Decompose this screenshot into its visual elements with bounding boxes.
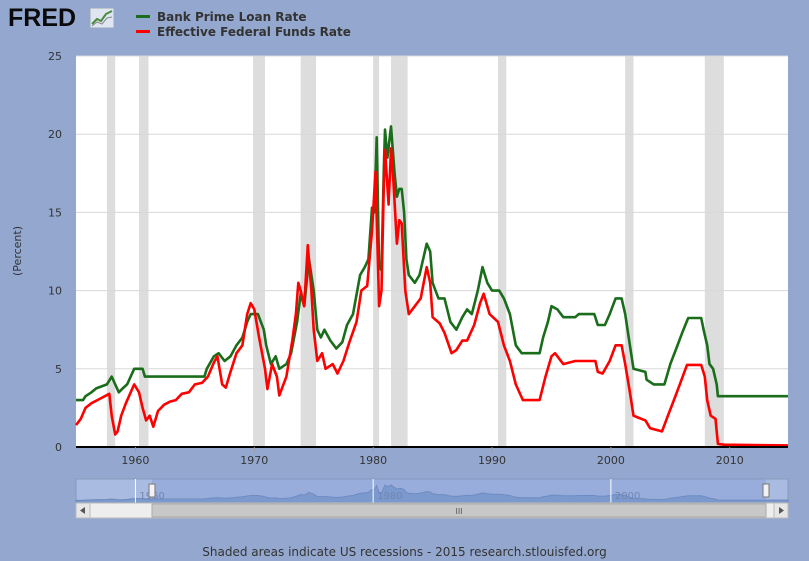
navigator-tick-label: 1980 [377, 491, 402, 502]
legend-item-prime[interactable]: Bank Prime Loan Rate [136, 9, 351, 24]
y-tick-label: 10 [48, 285, 62, 298]
scrollbar[interactable]: III [75, 502, 789, 519]
recession-band-2 [253, 56, 265, 447]
legend-label-fed-funds: Effective Federal Funds Rate [157, 24, 351, 39]
x-tick-label: 2010 [716, 454, 744, 467]
legend-item-fed-funds[interactable]: Effective Federal Funds Rate [136, 24, 351, 39]
legend-swatch-prime [136, 15, 150, 18]
recession-band-0 [106, 56, 116, 447]
navigator-handle-left[interactable] [148, 483, 156, 498]
scrollbar-thumb[interactable] [151, 503, 767, 518]
scrollbar-grip: III [455, 507, 462, 516]
y-tick-label: 20 [48, 128, 62, 141]
y-tick-label: 5 [55, 363, 62, 376]
recession-band-8 [704, 56, 724, 447]
recession-band-5 [390, 56, 408, 447]
navigator-series-area [75, 484, 789, 504]
series-lines [74, 125, 789, 447]
x-tick-label: 2000 [597, 454, 625, 467]
series-line-fed-funds-rate [74, 147, 789, 447]
x-tick-label: 1990 [478, 454, 506, 467]
x-tick-label: 1980 [359, 454, 387, 467]
y-tick-label: 0 [55, 441, 62, 454]
y-tick-label: 25 [48, 50, 62, 63]
y-axis-label: (Percent) [11, 226, 24, 276]
navigator-tick-label: 2000 [615, 491, 640, 502]
plot-background [76, 56, 788, 447]
legend-swatch-fed-funds [136, 30, 150, 33]
recession-band-4 [373, 56, 380, 447]
navigator-selection[interactable] [152, 479, 766, 503]
navigator[interactable]: 196019802000 [75, 478, 789, 504]
chart-trend-icon [90, 8, 114, 28]
x-tick-label: 1960 [121, 454, 149, 467]
scroll-right-arrow-icon [779, 507, 784, 514]
recession-band-1 [138, 56, 149, 447]
recession-band-6 [497, 56, 507, 447]
x-tick-label: 1970 [240, 454, 268, 467]
recession-band-7 [625, 56, 634, 447]
navigator-handle-right[interactable] [762, 483, 770, 498]
legend: Bank Prime Loan Rate Effective Federal F… [136, 9, 351, 39]
footer-note: Shaded areas indicate US recessions - 20… [202, 545, 607, 559]
legend-label-prime: Bank Prime Loan Rate [157, 9, 307, 24]
x-tick-labels: 1960 1970 1980 1990 2000 2010 [121, 447, 744, 467]
y-tick-labels: 0 5 10 15 20 25 [48, 50, 62, 454]
series-line-prime-rate [76, 125, 788, 402]
y-tick-label: 15 [48, 206, 62, 219]
fred-logo[interactable]: FRED [8, 4, 77, 32]
scroll-left-arrow-icon [80, 507, 85, 514]
